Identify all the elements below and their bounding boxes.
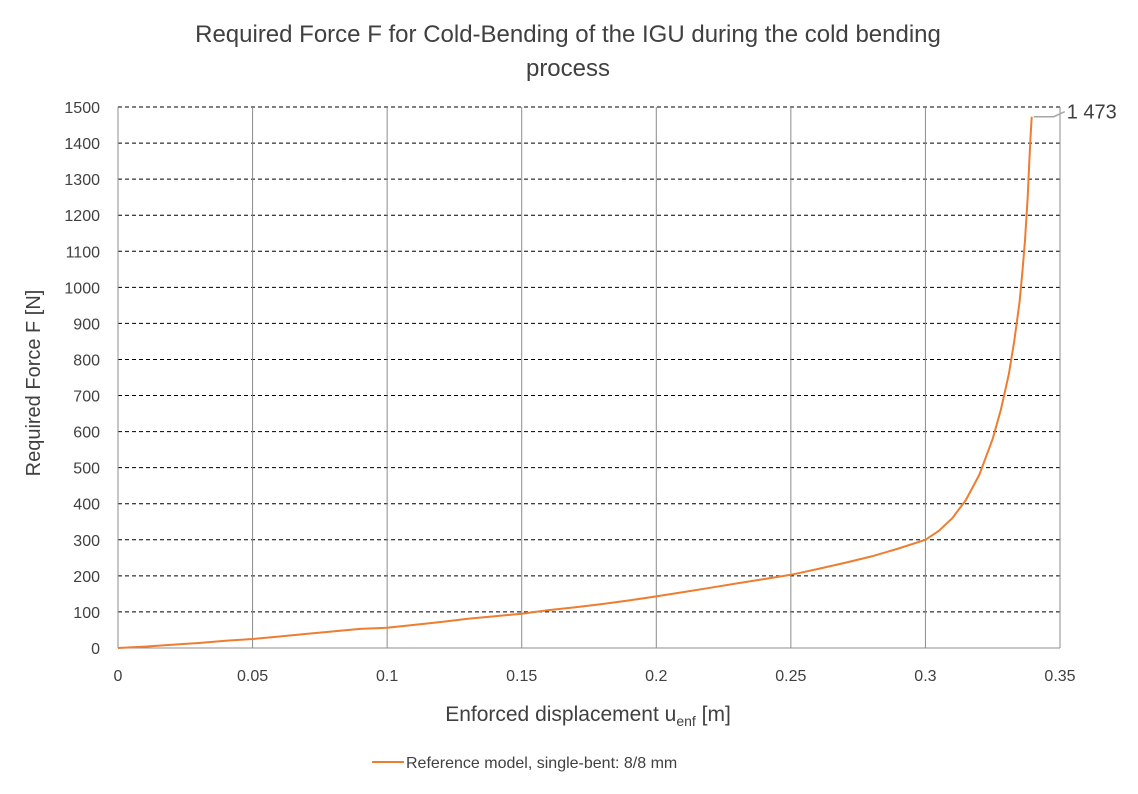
x-tick-label: 0.05 bbox=[237, 668, 268, 685]
x-tick-label: 0.15 bbox=[506, 668, 537, 685]
x-tick-label: 0 bbox=[114, 668, 123, 685]
chart-title-line-2: process bbox=[526, 55, 610, 82]
chart-title-line-1: Required Force F for Cold-Bending of the… bbox=[195, 21, 941, 48]
x-tick-labels: 0 0.05 0.1 0.15 0.2 0.25 0.3 0.35 bbox=[114, 668, 1076, 685]
axes bbox=[117, 107, 1060, 649]
series-line-0 bbox=[117, 116, 1033, 649]
legend: Reference model, single-bent: 8/8 mm bbox=[372, 755, 677, 772]
series-lines bbox=[117, 116, 1033, 649]
y-axis-label: Required Force F [N] bbox=[23, 290, 45, 477]
x-axis-label-subscript: enf bbox=[676, 713, 696, 729]
y-tick-label: 700 bbox=[73, 389, 100, 406]
x-tick-label: 0.2 bbox=[645, 668, 667, 685]
y-tick-label: 0 bbox=[91, 641, 100, 658]
x-axis-label-main: Enforced displacement u bbox=[445, 703, 676, 726]
y-tick-label: 400 bbox=[73, 497, 100, 514]
y-tick-label: 1200 bbox=[64, 208, 100, 225]
grid bbox=[118, 106, 1061, 648]
legend-label: Reference model, single-bent: 8/8 mm bbox=[406, 755, 677, 772]
x-axis-label-unit: [m] bbox=[696, 703, 731, 726]
annotation: 1 473 bbox=[1033, 102, 1117, 124]
x-tick-label: 0.1 bbox=[376, 668, 398, 685]
chart-title: Required Force F for Cold-Bending of the… bbox=[195, 21, 941, 82]
y-tick-label: 1100 bbox=[66, 244, 101, 261]
y-tick-label: 900 bbox=[73, 316, 100, 333]
y-tick-label: 1300 bbox=[64, 172, 100, 189]
y-tick-label: 200 bbox=[73, 569, 100, 586]
y-tick-label: 300 bbox=[73, 533, 100, 550]
y-tick-label: 800 bbox=[73, 352, 100, 369]
x-tick-label: 0.3 bbox=[914, 668, 936, 685]
x-axis-label: Enforced displacement uenf [m] bbox=[445, 703, 731, 729]
y-tick-label: 500 bbox=[73, 461, 100, 478]
x-tick-label: 0.25 bbox=[775, 668, 806, 685]
y-tick-label: 1500 bbox=[64, 100, 100, 117]
y-tick-labels: 0 100 200 300 400 500 600 700 800 900 1000 1100 1200… bbox=[64, 100, 100, 658]
y-tick-label: 1400 bbox=[64, 136, 100, 153]
y-tick-label: 1000 bbox=[64, 280, 100, 297]
y-tick-label: 100 bbox=[73, 605, 100, 622]
annotation-leader-line bbox=[1033, 111, 1066, 118]
x-tick-label: 0.35 bbox=[1044, 668, 1075, 685]
annotation-label: 1 473 bbox=[1067, 102, 1117, 124]
y-tick-label: 600 bbox=[73, 425, 100, 442]
